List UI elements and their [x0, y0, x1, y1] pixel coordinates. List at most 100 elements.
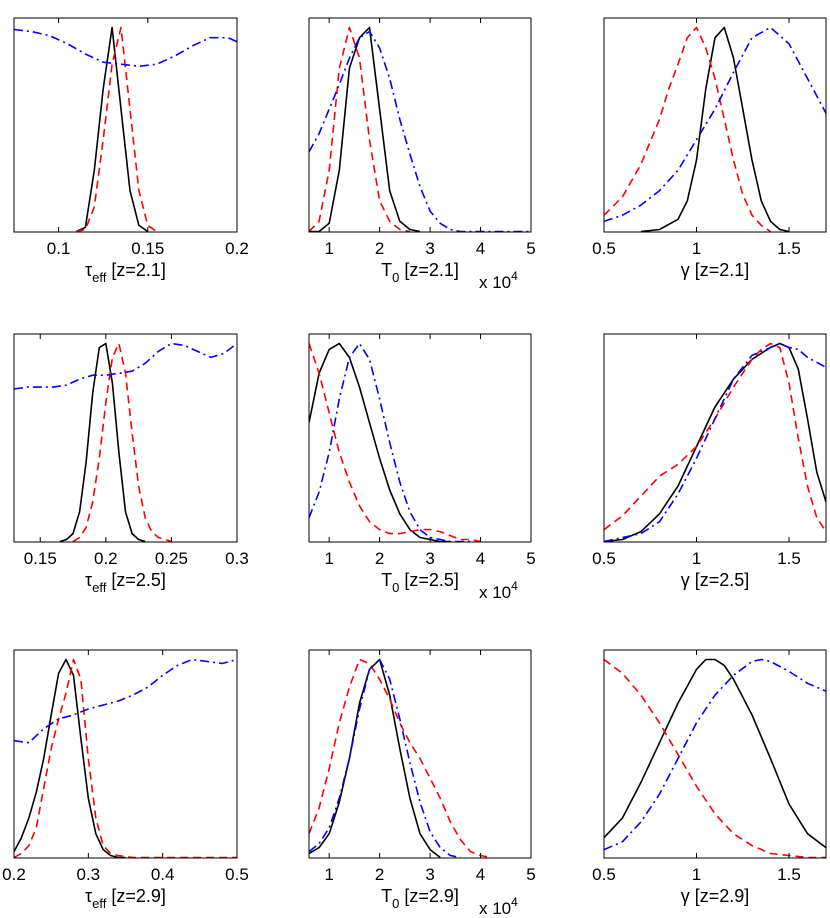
- x-axis-label-suffix: [z=2.5]: [399, 570, 459, 590]
- x-tick-label: 4: [476, 549, 485, 568]
- series-dashdot-line: [14, 658, 237, 744]
- x-tick-label: 3: [425, 239, 434, 258]
- x-axis-label-sub: eff: [92, 896, 107, 911]
- series-dashdot-line: [604, 658, 826, 851]
- axes-frame: [603, 649, 827, 859]
- series-dashdot-line: [309, 342, 471, 542]
- x-axis-label-main: γ: [681, 886, 690, 906]
- x-axis-label: τeff [z=2.9]: [85, 886, 166, 911]
- x-tick-label: 5: [526, 865, 535, 884]
- x-tick-label: 0.5: [592, 865, 616, 884]
- x-tick-label: 0.1: [47, 239, 71, 258]
- x-tick-label: 0.3: [77, 865, 101, 884]
- x-tick-label: 0.4: [151, 865, 175, 884]
- x-axis-label-main: T: [381, 570, 392, 590]
- x-tick-label: 1: [324, 865, 333, 884]
- x-axis-label-sub: 0: [392, 580, 399, 595]
- x-tick-label: 5: [526, 239, 535, 258]
- axes-frame: [308, 649, 532, 859]
- x-axis-label-main: γ: [681, 570, 690, 590]
- x-axis-label: γ [z=2.5]: [681, 570, 750, 590]
- x-axis-label-main: γ: [681, 260, 690, 280]
- x-tick-label: 1: [692, 239, 701, 258]
- panel-2: 0.5 1 1.5 γ [z=2.1]: [592, 17, 827, 280]
- x-axis-label: T0 [z=2.1]: [381, 260, 459, 285]
- x-tick-label: 1.5: [777, 865, 801, 884]
- series-solid-line: [604, 342, 826, 542]
- x-tick-label: 2: [375, 549, 384, 568]
- x-axis-label: γ [z=2.9]: [681, 886, 750, 906]
- x-tick-label: 0.15: [24, 549, 57, 568]
- series-dashed-line: [604, 26, 771, 232]
- series-dashed-line: [604, 658, 826, 858]
- axes-frame: [13, 17, 238, 233]
- x-axis-label-suffix: [z=2.9]: [399, 886, 459, 906]
- series-dashdot-line: [604, 26, 826, 223]
- series-dashed-line: [309, 26, 411, 232]
- x-axis-label-main: T: [381, 886, 392, 906]
- x-tick-label: 4: [476, 239, 485, 258]
- axes-frame: [603, 333, 827, 543]
- axes-frame: [13, 333, 238, 543]
- x-tick-label: 4: [476, 865, 485, 884]
- series-dashed-line: [14, 658, 237, 858]
- x-exponent-label: x 104: [479, 895, 518, 918]
- x-tick-label: 2: [375, 865, 384, 884]
- x-tick-label: 2: [375, 239, 384, 258]
- panel-7: 1 2 3 4 5 T0 [z=2.9] x 104: [308, 649, 536, 918]
- x-tick-label: 0.25: [155, 549, 188, 568]
- series-solid-line: [309, 342, 451, 542]
- series-solid-line: [14, 658, 126, 858]
- x-tick-label: 0.5: [225, 865, 249, 884]
- x-tick-label: 0.2: [94, 549, 118, 568]
- axes-frame: [308, 333, 532, 543]
- x-axis-label-suffix: [z=2.1]: [399, 260, 459, 280]
- x-axis-label-sub: 0: [392, 270, 399, 285]
- x-exponent-label: x 104: [479, 269, 518, 292]
- x-tick-label: 1: [324, 239, 333, 258]
- series-solid-line: [309, 658, 441, 858]
- series-dashed-line: [76, 26, 158, 232]
- x-tick-label: 3: [425, 865, 434, 884]
- x-axis-label-main: T: [381, 260, 392, 280]
- x-tick-label: 0.2: [225, 239, 249, 258]
- x-axis-label: τeff [z=2.1]: [85, 260, 166, 285]
- x-axis-label-sub: 0: [392, 896, 399, 911]
- panel-5: 0.5 1 1.5 γ [z=2.5]: [592, 333, 827, 590]
- axes-frame: [308, 17, 532, 233]
- x-tick-label: 1: [324, 549, 333, 568]
- x-axis-label-suffix: [z=2.9]: [690, 886, 750, 906]
- x-tick-label: 3: [425, 549, 434, 568]
- x-axis-label-suffix: [z=2.1]: [106, 260, 166, 280]
- panel-0: 0.1 0.15 0.2 τeff [z=2.1]: [13, 17, 249, 285]
- axes-frame: [603, 17, 827, 233]
- x-tick-label: 1.5: [777, 239, 801, 258]
- panel-1: 1 2 3 4 5 T0 [z=2.1] x 104: [308, 17, 536, 292]
- series-dashdot-line: [309, 30, 531, 232]
- x-axis-label: T0 [z=2.5]: [381, 570, 459, 595]
- x-axis-label-main: τ: [85, 886, 92, 906]
- series-dashdot-line: [604, 342, 826, 542]
- x-tick-label: 5: [526, 549, 535, 568]
- series-dashed-line: [604, 342, 826, 533]
- x-tick-label: 1.5: [777, 549, 801, 568]
- x-tick-label: 0.3: [225, 549, 249, 568]
- x-axis-label: γ [z=2.1]: [681, 260, 750, 280]
- panel-8: 0.5 1 1.5 γ [z=2.9]: [592, 649, 827, 906]
- x-tick-label: 1: [692, 549, 701, 568]
- series-solid-line: [604, 658, 826, 849]
- x-axis-label-main: τ: [85, 570, 92, 590]
- series-dashed-line: [309, 658, 491, 858]
- x-axis-label-suffix: [z=2.9]: [106, 886, 166, 906]
- x-axis-label-sub: eff: [92, 580, 107, 595]
- x-tick-label: 1: [692, 865, 701, 884]
- series-solid-line: [76, 26, 149, 232]
- x-axis-label: T0 [z=2.9]: [381, 886, 459, 911]
- x-axis-label-main: τ: [85, 260, 92, 280]
- panel-3: 0.15 0.2 0.25 0.3 τeff [z=2.5]: [13, 333, 249, 595]
- x-tick-label: 0.15: [131, 239, 164, 258]
- series-dashed-line: [72, 342, 172, 542]
- x-axis-label: τeff [z=2.5]: [85, 570, 166, 595]
- x-tick-label: 0.5: [592, 239, 616, 258]
